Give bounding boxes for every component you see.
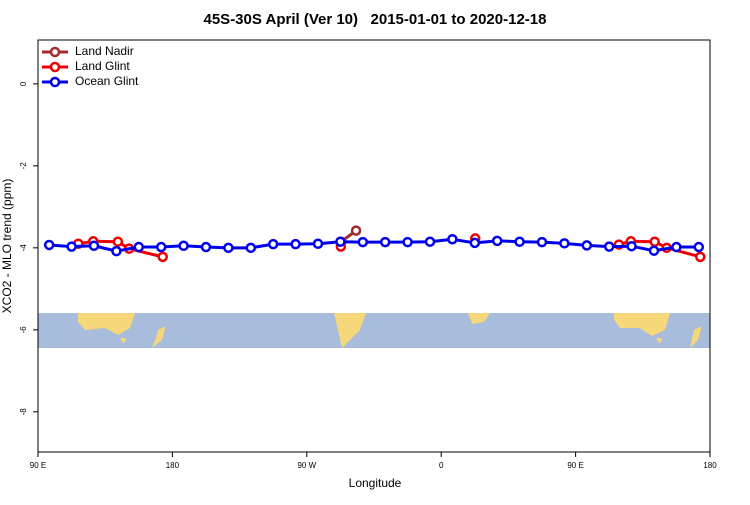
point <box>133 241 145 253</box>
point <box>402 236 413 248</box>
y-tick-label: -8 <box>19 408 28 416</box>
land <box>468 313 490 324</box>
x-tick-label: 0 <box>439 461 444 470</box>
land <box>690 326 702 348</box>
plot-frame <box>37 39 711 453</box>
point <box>671 241 682 253</box>
land <box>334 313 366 348</box>
point <box>43 239 55 251</box>
point <box>335 236 346 247</box>
point <box>155 241 167 253</box>
point <box>157 251 168 263</box>
point <box>66 241 77 252</box>
ocean-band <box>38 313 710 348</box>
x-tick-label: 180 <box>166 461 180 470</box>
point <box>514 236 525 247</box>
point <box>469 237 481 249</box>
x-tick-label: 90 W <box>297 461 316 470</box>
point <box>491 235 503 247</box>
x-tick-label: 180 <box>703 461 717 470</box>
legend-label: Ocean Glint <box>75 74 139 88</box>
y-tick-label: -6 <box>19 326 28 334</box>
point <box>559 238 570 249</box>
point <box>357 236 369 248</box>
land <box>152 326 166 348</box>
land <box>614 313 670 336</box>
series-line <box>49 237 699 253</box>
y-tick-label: -2 <box>19 162 28 170</box>
x-tick-label: 90 E <box>30 461 46 470</box>
point <box>112 236 124 247</box>
y-tick-label: -4 <box>19 244 28 252</box>
point <box>447 233 458 245</box>
point <box>245 242 257 254</box>
map-strip <box>38 313 710 348</box>
point <box>178 240 189 252</box>
point <box>693 241 705 253</box>
point <box>111 245 122 257</box>
point <box>200 241 212 253</box>
point <box>648 245 660 256</box>
legend-marker <box>49 76 61 88</box>
point <box>312 238 324 249</box>
point <box>581 240 593 251</box>
x-axis-label: Longitude <box>349 476 402 490</box>
point <box>88 240 100 252</box>
legend-label: Land Glint <box>75 59 130 73</box>
point <box>695 251 706 263</box>
point <box>350 225 362 236</box>
legend-marker <box>49 46 61 58</box>
point <box>536 236 548 248</box>
point <box>223 242 234 254</box>
legend-marker <box>49 61 61 73</box>
point <box>649 236 660 247</box>
x-tick-label: 90 E <box>567 461 583 470</box>
point <box>603 241 615 252</box>
point <box>267 238 279 250</box>
point <box>424 236 436 247</box>
point <box>379 236 391 248</box>
point <box>290 238 301 250</box>
y-axis-label: XCO2 - MLO trend (ppm) <box>0 179 14 314</box>
land <box>656 338 662 344</box>
chart-title: 45S-30S April (Ver 10) 2015-01-01 to 202… <box>204 11 547 28</box>
point <box>626 240 637 252</box>
land <box>120 338 126 344</box>
y-tick-label: 0 <box>19 81 28 86</box>
legend-label: Land Nadir <box>75 44 134 58</box>
land <box>78 313 135 335</box>
